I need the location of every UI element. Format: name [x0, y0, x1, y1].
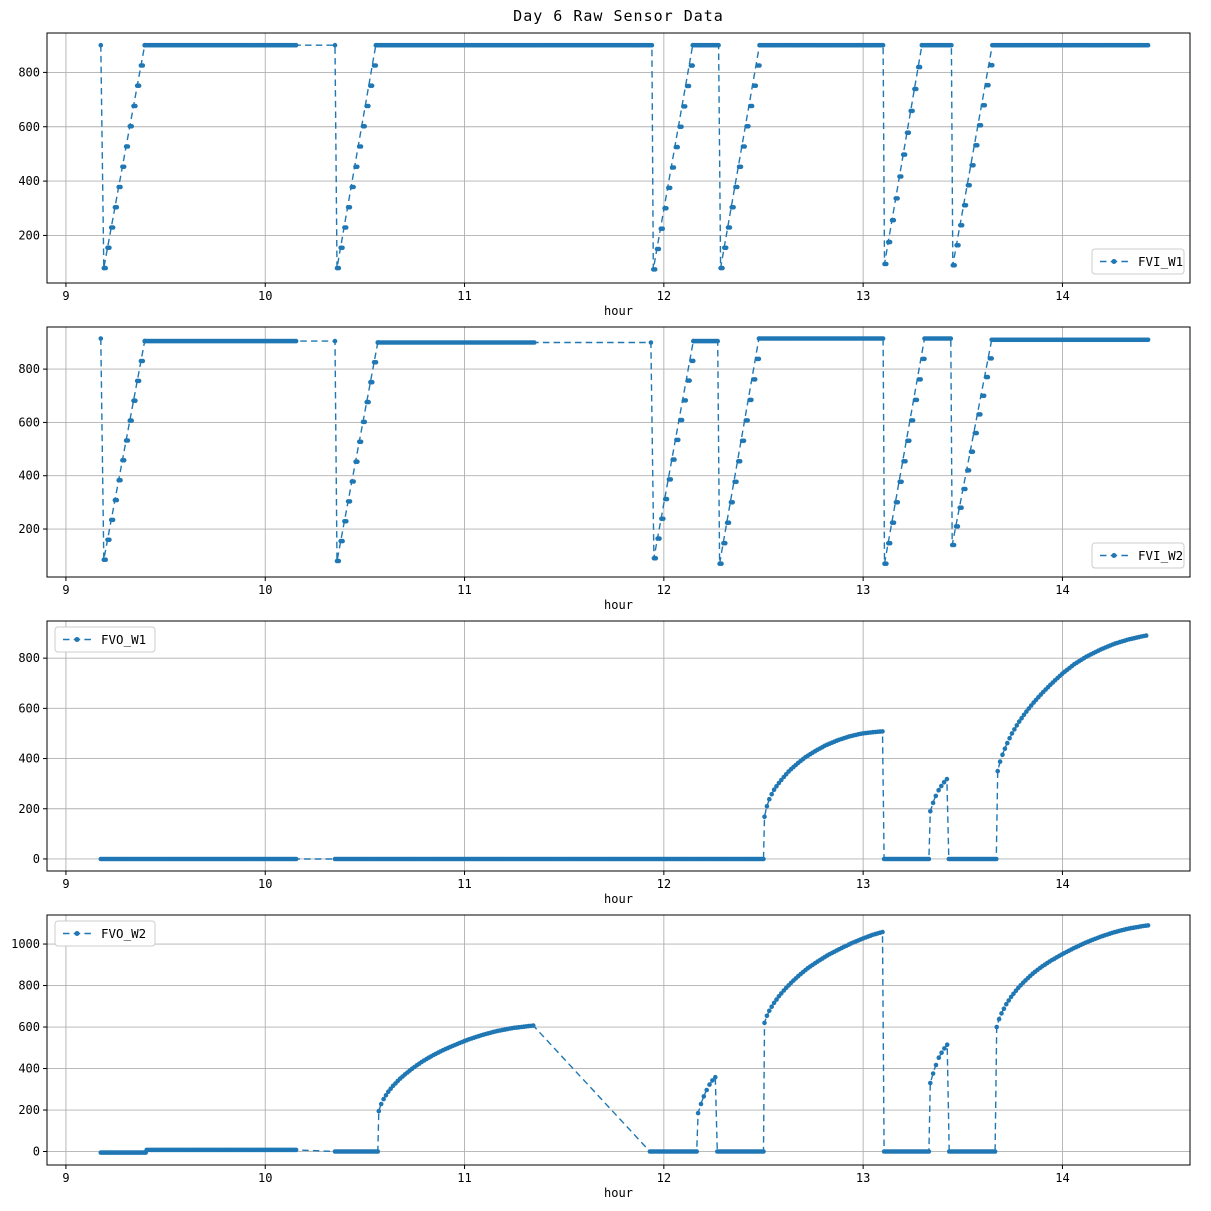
y-tick-label: 200 [18, 522, 40, 536]
axes-frame [46, 32, 1191, 284]
x-axis: 9 10 11 12 13 14 hour [62, 283, 1070, 318]
grid [47, 915, 1190, 1165]
legend-fvo-w1: FVO_W1 [54, 626, 156, 653]
x-tick-label: 11 [457, 1171, 471, 1185]
x-tick-label: 10 [258, 1171, 272, 1185]
y-tick-label: 400 [18, 1062, 40, 1076]
y-tick-label: 600 [18, 415, 40, 429]
y-tick-label: 400 [18, 469, 40, 483]
y-axis: 0 200 400 600 800 1000 [11, 937, 47, 1159]
x-tick-label: 11 [457, 289, 471, 303]
legend-marker-sample [1111, 553, 1117, 558]
x-axis-label: hour [604, 598, 633, 612]
x-tick-label: 12 [657, 877, 671, 891]
y-tick-label: 1000 [11, 937, 40, 951]
x-axis-label: hour [604, 1186, 633, 1200]
x-tick-label: 12 [657, 289, 671, 303]
y-tick-label: 600 [18, 120, 40, 134]
x-tick-label: 12 [657, 1171, 671, 1185]
series-line [100, 337, 1149, 564]
x-axis: 9 10 11 12 13 14 hour [62, 577, 1070, 612]
chart-title: Day 6 Raw Sensor Data [513, 7, 724, 25]
subplot-fvo-w2: 9 10 11 12 13 14 hour 0 200 400 600 800 1000 FVO_W2 [11, 914, 1191, 1200]
x-tick-label: 13 [856, 583, 870, 597]
x-tick-label: 10 [258, 877, 272, 891]
y-axis: 200 400 600 800 [18, 65, 47, 242]
axes-frame [46, 326, 1191, 578]
y-tick-label: 800 [18, 979, 40, 993]
y-tick-label: 400 [18, 174, 40, 188]
series-markers [98, 42, 1151, 272]
x-tick-label: 13 [856, 289, 870, 303]
y-tick-label: 200 [18, 802, 40, 816]
x-tick-label: 9 [62, 583, 69, 597]
subplot-fvi-w2: 9 10 11 12 13 14 hour 200 400 600 800 FVI_W2 [18, 326, 1191, 612]
legend-fvi-w2: FVI_W2 [1091, 542, 1185, 569]
x-tick-label: 14 [1055, 583, 1069, 597]
legend-label: FVI_W1 [1138, 254, 1183, 269]
grid [47, 621, 1190, 871]
legend-marker-sample [74, 637, 80, 642]
y-tick-label: 200 [18, 1103, 40, 1117]
x-axis: 9 10 11 12 13 14 hour [62, 1165, 1070, 1200]
y-tick-label: 600 [18, 1020, 40, 1034]
x-tick-label: 14 [1055, 289, 1069, 303]
y-tick-label: 200 [18, 228, 40, 242]
y-tick-label: 0 [33, 852, 40, 866]
subplot-fvo-w1: 9 10 11 12 13 14 hour 0 200 400 600 800 FVO_W1 [18, 620, 1191, 906]
x-tick-label: 12 [657, 583, 671, 597]
legend-label: FVO_W1 [101, 632, 146, 647]
series-markers [98, 336, 1151, 566]
y-axis: 0 200 400 600 800 [18, 651, 47, 866]
x-axis-label: hour [604, 892, 633, 906]
x-tick-label: 11 [457, 877, 471, 891]
x-tick-label: 9 [62, 1171, 69, 1185]
legend-label: FVO_W2 [101, 926, 146, 941]
legend-fvi-w1: FVI_W1 [1091, 248, 1185, 275]
x-tick-label: 10 [258, 289, 272, 303]
legend-fvo-w2: FVO_W2 [54, 920, 156, 947]
grid [47, 33, 1190, 283]
y-axis: 200 400 600 800 [18, 362, 47, 536]
series-markers [98, 633, 1149, 862]
subplot-fvi-w1: 9 10 11 12 13 14 hour 200 400 600 800 FVI_W1 [18, 32, 1191, 318]
x-axis-label: hour [604, 304, 633, 318]
y-tick-label: 600 [18, 701, 40, 715]
series-line [100, 634, 1147, 860]
y-tick-label: 800 [18, 362, 40, 376]
x-tick-label: 14 [1055, 877, 1069, 891]
series-markers [98, 923, 1151, 1155]
x-tick-label: 9 [62, 877, 69, 891]
grid [47, 327, 1190, 577]
axes-frame [46, 914, 1191, 1166]
y-tick-label: 400 [18, 752, 40, 766]
y-tick-label: 800 [18, 65, 40, 79]
x-tick-label: 14 [1055, 1171, 1069, 1185]
x-tick-label: 13 [856, 1171, 870, 1185]
legend-marker-sample [74, 931, 80, 936]
y-tick-label: 800 [18, 651, 40, 665]
y-tick-label: 0 [33, 1145, 40, 1159]
legend-label: FVI_W2 [1138, 548, 1183, 563]
x-axis: 9 10 11 12 13 14 hour [62, 871, 1070, 906]
series-line [100, 924, 1149, 1154]
x-tick-label: 10 [258, 583, 272, 597]
x-tick-label: 9 [62, 289, 69, 303]
axes-frame [46, 620, 1191, 872]
x-tick-label: 11 [457, 583, 471, 597]
x-tick-label: 13 [856, 877, 870, 891]
legend-marker-sample [1111, 259, 1117, 264]
